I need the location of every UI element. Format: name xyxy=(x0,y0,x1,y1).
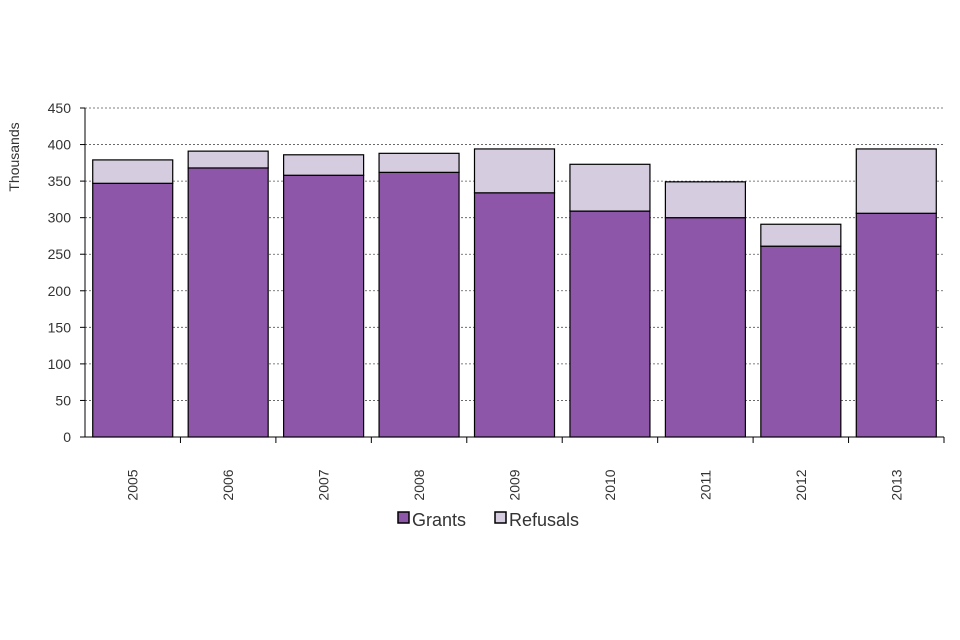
x-tick-label: 2010 xyxy=(602,469,618,500)
bar-grants-2007 xyxy=(283,174,365,438)
legend-label-grants: Grants xyxy=(412,510,466,530)
x-tick-label: 2005 xyxy=(125,469,141,500)
bar-grants-2012 xyxy=(760,245,842,438)
bar-refusals-2011 xyxy=(664,181,746,219)
y-tick-label: 400 xyxy=(48,137,72,153)
x-tick-label: 2011 xyxy=(697,470,713,500)
bar-refusals-2012 xyxy=(760,223,842,247)
x-tick-label: 2007 xyxy=(316,469,332,500)
bar-refusals-2010 xyxy=(569,163,651,212)
y-tick-label: 150 xyxy=(48,319,72,335)
bar-refusals-2013 xyxy=(855,148,937,214)
y-tick-label: 300 xyxy=(48,210,72,226)
legend-swatch-grants xyxy=(397,511,410,524)
legend-label-refusals: Refusals xyxy=(509,510,579,530)
bar-refusals-2008 xyxy=(378,152,460,173)
bar-grants-2005 xyxy=(92,182,174,438)
bar-grants-2010 xyxy=(569,210,651,438)
x-tick-label: 2009 xyxy=(507,469,523,500)
bar-grants-2006 xyxy=(187,167,269,438)
x-tick-label: 2012 xyxy=(793,469,809,500)
legend-swatch-refusals xyxy=(494,511,507,524)
bar-refusals-2006 xyxy=(187,150,269,169)
y-tick-label: 50 xyxy=(55,392,71,408)
x-tick-label: 2006 xyxy=(220,469,236,500)
y-axis-label: Thousands xyxy=(6,122,22,191)
y-tick-label: 250 xyxy=(48,246,72,262)
bar-refusals-2007 xyxy=(283,154,365,176)
bar-refusals-2005 xyxy=(92,159,174,184)
bar-grants-2013 xyxy=(855,212,937,438)
bar-refusals-2009 xyxy=(473,148,556,194)
y-tick-label: 350 xyxy=(48,173,72,189)
bar-grants-2011 xyxy=(664,217,746,438)
x-tick-label: 2013 xyxy=(888,469,904,500)
y-tick-label: 450 xyxy=(48,100,72,116)
bar-grants-2009 xyxy=(473,192,556,438)
y-tick-label: 0 xyxy=(63,429,71,445)
y-tick-label: 200 xyxy=(48,283,72,299)
y-tick-label: 100 xyxy=(48,356,72,372)
x-tick-label: 2008 xyxy=(411,469,427,500)
bar-grants-2008 xyxy=(378,171,460,438)
